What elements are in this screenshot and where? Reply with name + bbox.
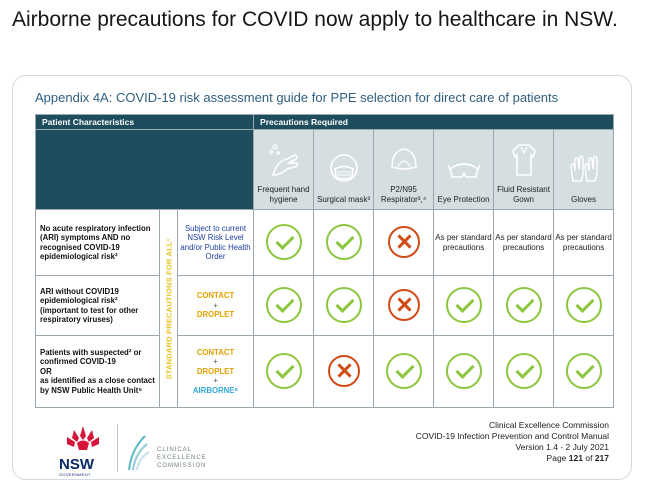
contact-label: CONTACT xyxy=(196,291,235,301)
mark-cell xyxy=(313,335,375,408)
check-icon xyxy=(445,352,482,389)
characteristics-line: as identified as a close contact by NSW … xyxy=(40,376,155,395)
mark-cell xyxy=(253,335,315,408)
tweet-image-card[interactable]: Appendix 4A: COVID-19 risk assessment gu… xyxy=(12,75,632,480)
plus-label: + xyxy=(213,357,218,367)
mark-cell xyxy=(433,275,495,336)
check-icon xyxy=(505,352,542,389)
gown-icon xyxy=(511,144,536,176)
mark-cell xyxy=(553,275,615,336)
check-icon xyxy=(325,223,362,260)
standard-precautions-band: STANDARD PRECAUTIONS FOR ALL¹ xyxy=(159,209,178,408)
contact-label: CONTACT xyxy=(196,347,235,357)
mark-cell xyxy=(373,335,435,408)
characteristics-line: Patients with suspected² or confirmed CO… xyxy=(40,347,142,367)
airborne-label: AIRBORNE⁶ xyxy=(192,385,239,395)
patient-characteristics-cell: ARI without COVID19 epidemiological risk… xyxy=(35,275,160,336)
check-icon xyxy=(265,286,302,323)
cross-icon xyxy=(387,225,420,258)
mark-cell xyxy=(373,209,435,276)
precaution-level-cell: CONTACT + DROPLET + AIRBORNE⁶ xyxy=(176,335,255,408)
patient-characteristics-cell: Patients with suspected² or confirmed CO… xyxy=(35,335,160,408)
ppe-label-hand-hygiene: Frequent hand hygiene xyxy=(257,185,310,204)
standard-precautions-cell: As per standard precautions xyxy=(493,209,555,276)
mark-cell xyxy=(433,335,495,408)
ppe-col-eye-protection: Eye Protection xyxy=(433,129,495,210)
ppe-label-surgical-mask: Surgical mask³ xyxy=(317,195,370,204)
mark-cell xyxy=(313,275,375,336)
table-row: No acute respiratory infection (ARI) sym… xyxy=(35,209,615,408)
nsw-waratah-logo xyxy=(67,426,99,450)
hand-hygiene-icon xyxy=(268,144,298,176)
cross-icon xyxy=(327,354,360,387)
page-prefix: Page xyxy=(546,453,567,463)
respirator-icon xyxy=(390,148,417,170)
footer-manual: COVID-19 Infection Prevention and Contro… xyxy=(415,431,609,441)
droplet-label: DROPLET xyxy=(196,366,235,376)
header-patient-characteristics: Patient Characteristics xyxy=(34,114,255,130)
ppe-guide-table: Patient Characteristics Precautions Requ… xyxy=(34,114,615,408)
ppe-header-blank xyxy=(34,129,255,210)
page-total: 217 xyxy=(594,453,609,463)
mark-cell xyxy=(253,275,315,336)
nsw-logo-text: NSW xyxy=(59,456,94,473)
table-row: ARI without COVID19 epidemiological risk… xyxy=(35,275,615,336)
cec-logo-mark xyxy=(128,435,150,471)
ppe-label-respirator: P2/N95 Respirator³,⁴ xyxy=(380,185,427,204)
precaution-level-cell: Subject to current NSW Risk Level and/or… xyxy=(176,209,255,276)
page-number: 121 xyxy=(568,453,583,463)
eye-protection-icon xyxy=(446,163,481,178)
tweet-text: Airborne precautions for COVID now apply… xyxy=(12,8,618,31)
check-icon xyxy=(565,286,602,323)
droplet-label: DROPLET xyxy=(196,310,235,320)
standard-precautions-label: STANDARD PRECAUTIONS FOR ALL¹ xyxy=(164,238,173,379)
footer-org: Clinical Excellence Commission xyxy=(489,420,609,430)
nsw-logo-subtext: GOVERNMENT xyxy=(59,472,91,477)
mark-cell xyxy=(493,275,555,336)
mark-cell xyxy=(313,209,375,276)
ppe-header-row: Frequent hand hygiene Surgical mask³ P2/… xyxy=(34,129,615,210)
check-icon xyxy=(385,352,422,389)
ppe-col-gown: Fluid Resistant Gown xyxy=(493,129,555,210)
ppe-label-eye-protection: Eye Protection xyxy=(437,195,490,204)
ppe-label-gloves: Gloves xyxy=(571,195,597,204)
ppe-col-respirator: P2/N95 Respirator³,⁴ xyxy=(373,129,435,210)
plus-label: + xyxy=(213,376,218,386)
header-precautions-required: Precautions Required xyxy=(253,114,615,130)
logo-divider xyxy=(117,424,118,472)
patient-characteristics-cell: No acute respiratory infection (ARI) sym… xyxy=(35,209,160,276)
standard-precautions-cell: As per standard precautions xyxy=(553,209,615,276)
cec-logo-text: CLINICAL EXCELLENCE COMMISSION xyxy=(157,447,207,469)
check-icon xyxy=(565,352,602,389)
ppe-col-gloves: Gloves xyxy=(553,129,615,210)
document-title: Appendix 4A: COVID-19 risk assessment gu… xyxy=(35,90,559,105)
check-icon xyxy=(445,286,482,323)
surgical-mask-icon xyxy=(329,154,358,182)
check-icon xyxy=(505,286,542,323)
mark-cell xyxy=(373,275,435,336)
precaution-level-cell: CONTACT + DROPLET xyxy=(176,275,255,336)
check-icon xyxy=(325,286,362,323)
footer-version: Version 1.4 - 2 July 2021 xyxy=(515,442,609,452)
mark-cell xyxy=(553,335,615,408)
standard-precautions-cell: As per standard precautions xyxy=(433,209,495,276)
mark-cell xyxy=(493,335,555,408)
characteristics-or: OR xyxy=(40,366,52,376)
page-of: of xyxy=(585,453,593,463)
check-icon xyxy=(265,223,302,260)
table-row: Patients with suspected² or confirmed CO… xyxy=(35,335,615,408)
ppe-col-surgical-mask: Surgical mask³ xyxy=(313,129,375,210)
cross-icon xyxy=(387,288,420,321)
check-icon xyxy=(265,352,302,389)
plus-label: + xyxy=(213,300,218,310)
document-footer: Clinical Excellence Commission COVID-19 … xyxy=(416,420,609,464)
gloves-icon xyxy=(569,155,598,182)
ppe-col-hand-hygiene: Frequent hand hygiene xyxy=(253,129,315,210)
mark-cell xyxy=(253,209,315,276)
ppe-label-gown: Fluid Resistant Gown xyxy=(497,185,550,204)
footer-page: Page 121 of 217 xyxy=(416,453,609,464)
